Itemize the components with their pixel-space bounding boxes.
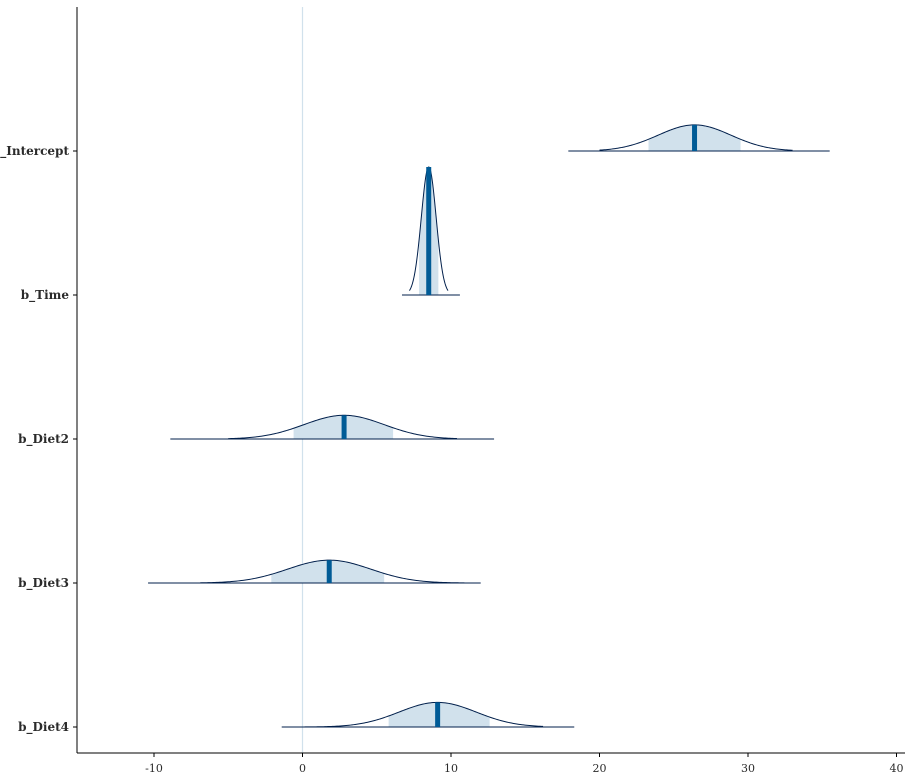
- y-tick-label: b_Diet3: [18, 576, 69, 591]
- density-outline: [302, 701, 544, 728]
- y-tick-label: b_Diet2: [18, 432, 69, 447]
- ridge-b_Intercept: [568, 124, 830, 152]
- y-tick-label: b_Intercept: [0, 144, 69, 159]
- ridge-b_Time: [401, 166, 460, 296]
- x-tick-label: 0: [299, 762, 306, 775]
- y-tick-label: b_Diet4: [18, 720, 69, 735]
- y-tick-label: b_Time: [21, 288, 70, 303]
- ridge-b_Diet2: [170, 414, 495, 440]
- x-tick-label: -10: [145, 762, 163, 775]
- y-axis-ticks: b_Intercept b_Time b_Diet2 b_Diet3 b_Diet4: [0, 144, 77, 735]
- density-outline: [200, 559, 465, 584]
- x-axis-ticks: -10 0 10 20 30 40: [145, 753, 904, 775]
- x-tick-label: 40: [890, 762, 904, 775]
- density-ridges: [148, 124, 830, 728]
- x-tick-label: 10: [444, 762, 458, 775]
- x-tick-label: 20: [593, 762, 607, 775]
- ridge-b_Diet3: [148, 559, 481, 584]
- axes: [76, 7, 905, 754]
- x-tick-label: 30: [741, 762, 755, 775]
- ridge-b_Diet4: [281, 701, 575, 728]
